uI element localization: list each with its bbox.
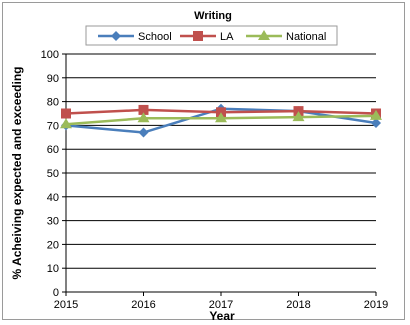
x-tick-label: 2019 — [364, 299, 388, 311]
y-axis-title: % Acheiving expected and exceeding — [10, 67, 24, 280]
data-point — [292, 111, 305, 122]
chart-title: Writing — [194, 10, 232, 22]
y-tick-label: 50 — [47, 168, 59, 180]
data-point — [137, 112, 150, 123]
x-tick-label: 2015 — [54, 299, 78, 311]
data-point — [371, 118, 381, 129]
data-point — [138, 127, 149, 138]
data-point — [60, 118, 72, 129]
y-tick-label: 40 — [47, 192, 59, 204]
legend-swatch-marker — [193, 31, 203, 41]
y-axis-ticks: 0 10 20 30 40 50 60 70 80 90 100 — [41, 49, 66, 299]
gridlines — [66, 53, 376, 269]
data-point — [138, 104, 149, 115]
data-point — [61, 108, 71, 119]
y-tick-label: 100 — [41, 49, 59, 61]
y-tick-label: 90 — [47, 73, 59, 85]
x-tick-label: 2018 — [286, 299, 310, 311]
x-tick-label: 2016 — [131, 299, 155, 311]
y-tick-label: 10 — [47, 263, 59, 275]
legend-swatch-marker — [111, 31, 121, 41]
legend-entry-la: LA — [180, 31, 234, 43]
y-tick-label: 80 — [47, 97, 59, 109]
x-axis-ticks: 2015 2016 2017 2018 2019 — [54, 292, 388, 311]
y-tick-label: 60 — [47, 144, 59, 156]
legend-label: National — [286, 31, 326, 43]
y-tick-label: 0 — [53, 287, 59, 299]
legend-label: LA — [220, 31, 234, 43]
legend-swatch-marker — [258, 30, 270, 40]
legend: School LA National — [85, 25, 338, 46]
x-axis-title: Year — [209, 309, 235, 323]
legend-entry-national: National — [246, 30, 326, 43]
y-tick-label: 70 — [47, 120, 59, 132]
y-tick-label: 20 — [47, 239, 59, 251]
data-point — [215, 112, 227, 123]
data-point — [370, 109, 382, 120]
legend-label: School — [138, 31, 172, 43]
series-national — [60, 109, 382, 129]
legend-entry-school: School — [98, 31, 172, 43]
series-group — [60, 103, 382, 138]
x-tick-label: 2017 — [209, 299, 233, 311]
chart-frame — [2, 2, 405, 320]
y-tick-label: 30 — [47, 216, 59, 228]
